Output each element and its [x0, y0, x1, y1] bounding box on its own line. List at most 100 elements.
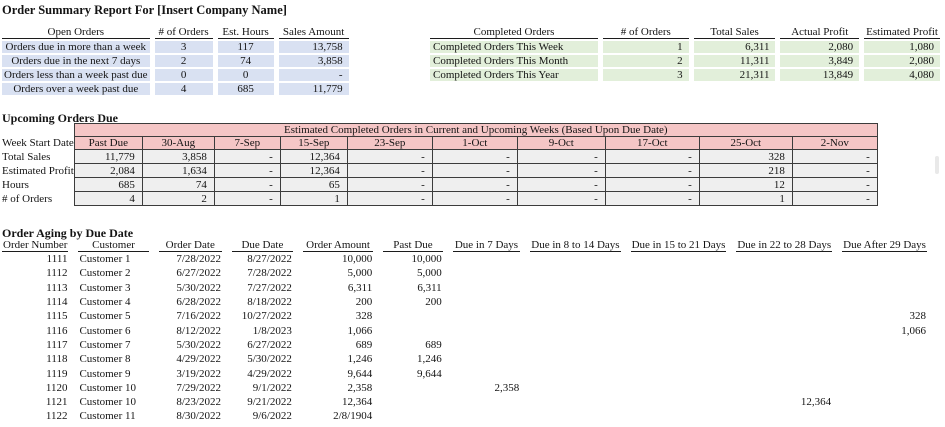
week-value-cell[interactable]: 65 [279, 177, 348, 192]
customer-cell[interactable]: Customer 9 [79, 367, 131, 380]
customer-cell[interactable]: Customer 7 [79, 338, 131, 351]
order-amount-cell[interactable]: 689 [355, 338, 373, 351]
order-date-cell[interactable]: 8/23/2022 [176, 396, 221, 409]
order-amount-cell[interactable]: 9,644 [347, 367, 373, 380]
estimated-profit-cell[interactable]: 2,080 [864, 55, 940, 67]
est-hours-cell[interactable]: 0 [217, 69, 274, 81]
due-date-cell[interactable]: 9/6/2022 [252, 410, 292, 423]
due-8-14-days-cell[interactable] [530, 309, 620, 323]
total-sales-cell[interactable]: 6,311 [693, 41, 776, 53]
week-value-cell[interactable]: 685 [73, 177, 143, 192]
order-date-cell[interactable]: 5/30/2022 [176, 338, 221, 351]
due-date-cell[interactable]: 5/30/2022 [247, 353, 292, 366]
orders-count-cell[interactable]: 2 [602, 55, 689, 67]
week-value-cell[interactable]: - [604, 177, 700, 192]
sales-amount-cell[interactable]: 11,779 [278, 83, 349, 95]
order-number-cell[interactable]: 1111 [46, 253, 68, 266]
due-8-14-days-cell[interactable] [530, 409, 620, 423]
week-value-cell[interactable]: - [516, 149, 606, 164]
week-value-cell[interactable]: - [213, 191, 281, 206]
scrollbar-thumb[interactable] [935, 156, 939, 174]
due-8-14-days-cell[interactable] [530, 295, 620, 309]
due-7-days-cell[interactable] [453, 366, 521, 380]
week-value-cell[interactable]: - [213, 149, 281, 164]
order-amount-cell[interactable]: 1,246 [347, 353, 373, 366]
due-date-cell[interactable]: 9/21/2022 [247, 396, 292, 409]
past-due-cell[interactable]: 5,000 [416, 267, 442, 280]
week-value-cell[interactable]: - [431, 149, 518, 164]
due-after-29-days-cell[interactable] [842, 366, 927, 380]
week-value-cell[interactable]: - [431, 177, 518, 192]
due-22-28-days-cell[interactable] [736, 281, 832, 295]
order-date-cell[interactable]: 8/12/2022 [176, 324, 221, 337]
past-due-cell[interactable]: 200 [425, 296, 442, 309]
week-value-cell[interactable]: 2 [141, 191, 215, 206]
actual-profit-cell[interactable]: 13,849 [780, 69, 860, 81]
due-22-28-days-cell[interactable] [736, 352, 832, 366]
due-15-21-days-cell[interactable] [631, 281, 727, 295]
orders-count-cell[interactable]: 1 [602, 41, 689, 53]
due-15-21-days-cell[interactable] [631, 366, 727, 380]
past-due-cell[interactable] [383, 309, 442, 323]
order-date-cell[interactable]: 6/27/2022 [176, 267, 221, 280]
due-date-cell[interactable]: 7/27/2022 [247, 281, 292, 294]
due-15-21-days-cell[interactable] [631, 409, 727, 423]
order-number-cell[interactable]: 1118 [46, 353, 68, 366]
due-22-28-days-cell[interactable] [736, 409, 832, 423]
order-date-cell[interactable]: 8/30/2022 [176, 410, 221, 423]
due-after-29-days-cell[interactable] [842, 281, 927, 295]
past-due-cell[interactable]: 6,311 [417, 281, 442, 294]
week-value-cell[interactable]: - [604, 191, 700, 206]
order-number-cell[interactable]: 1120 [45, 381, 68, 394]
week-value-cell[interactable]: - [213, 163, 281, 178]
week-value-cell[interactable]: - [431, 191, 518, 206]
due-15-21-days-cell[interactable] [631, 352, 727, 366]
est-hours-cell[interactable]: 117 [217, 41, 274, 53]
due-22-28-days-cell[interactable] [736, 366, 832, 380]
order-date-cell[interactable]: 4/29/2022 [176, 353, 221, 366]
customer-cell[interactable]: Customer 11 [79, 410, 136, 423]
actual-profit-cell[interactable]: 2,080 [780, 41, 860, 53]
due-15-21-days-cell[interactable] [631, 381, 727, 395]
due-after-29-days-cell[interactable] [842, 395, 927, 409]
due-date-cell[interactable]: 10/27/2022 [241, 310, 292, 323]
sales-amount-cell[interactable]: 3,858 [278, 55, 349, 67]
due-7-days-cell[interactable] [453, 252, 521, 266]
due-after-29-days-cell[interactable] [842, 266, 927, 280]
week-value-cell[interactable]: 2,084 [73, 163, 143, 178]
due-date-cell[interactable]: 1/8/2023 [252, 324, 292, 337]
order-amount-cell[interactable]: 10,000 [341, 253, 373, 266]
week-value-cell[interactable]: 11,779 [73, 149, 143, 164]
due-8-14-days-cell[interactable] [530, 281, 620, 295]
order-date-cell[interactable]: 3/19/2022 [176, 367, 221, 380]
order-date-cell[interactable]: 7/16/2022 [176, 310, 221, 323]
week-value-cell[interactable]: - [346, 163, 433, 178]
order-amount-cell[interactable]: 328 [355, 310, 373, 323]
week-value-cell[interactable]: 218 [698, 163, 793, 178]
due-22-28-days-cell[interactable] [736, 309, 832, 323]
week-value-cell[interactable]: - [213, 177, 281, 192]
order-number-cell[interactable]: 1119 [46, 367, 68, 380]
order-amount-cell[interactable]: 6,311 [347, 281, 373, 294]
customer-cell[interactable]: Customer 6 [79, 324, 131, 337]
week-value-cell[interactable]: - [604, 163, 700, 178]
order-number-cell[interactable]: 1114 [46, 296, 68, 309]
order-number-cell[interactable]: 1117 [46, 338, 68, 351]
order-number-cell[interactable]: 1116 [46, 324, 68, 337]
week-value-cell[interactable]: - [516, 177, 606, 192]
customer-cell[interactable]: Customer 4 [79, 296, 131, 309]
due-22-28-days-cell[interactable] [736, 338, 832, 352]
customer-cell[interactable]: Customer 10 [79, 396, 136, 409]
due-15-21-days-cell[interactable] [631, 266, 727, 280]
due-7-days-cell[interactable] [453, 409, 521, 423]
due-22-28-days-cell[interactable] [736, 323, 832, 337]
due-8-14-days-cell[interactable] [530, 395, 620, 409]
due-15-21-days-cell[interactable] [631, 309, 727, 323]
order-amount-cell[interactable]: 5,000 [347, 267, 373, 280]
due-15-21-days-cell[interactable] [631, 252, 727, 266]
week-value-cell[interactable]: 12,364 [279, 149, 348, 164]
due-7-days-cell[interactable] [453, 352, 521, 366]
customer-cell[interactable]: Customer 5 [79, 310, 131, 323]
due-8-14-days-cell[interactable] [530, 381, 620, 395]
due-22-28-days-cell[interactable] [736, 266, 832, 280]
